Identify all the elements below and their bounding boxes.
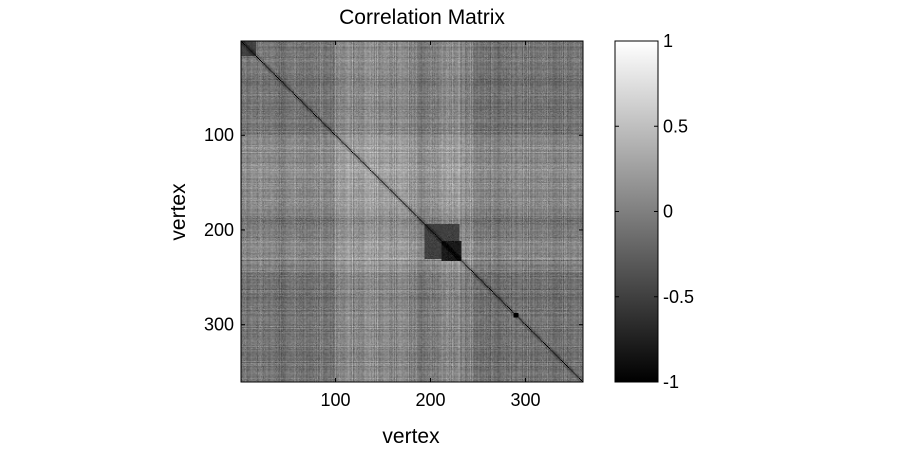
y-tick-label: 300 bbox=[204, 315, 234, 335]
chart-title: Correlation Matrix bbox=[339, 6, 505, 29]
heatmap-plot-area bbox=[240, 40, 584, 383]
colorbar-gradient bbox=[615, 41, 658, 382]
y-axis: 100 200 300 bbox=[204, 125, 583, 335]
y-axis-label: vertex bbox=[167, 183, 190, 241]
x-tick-label: 100 bbox=[321, 390, 351, 410]
colorbar-tick-label: 0 bbox=[663, 202, 673, 222]
colorbar-tick-label: -1 bbox=[663, 372, 679, 392]
x-axis-label: vertex bbox=[382, 425, 440, 448]
colorbar-tick-label: 1 bbox=[663, 31, 673, 51]
colorbar-tick-label: 0.5 bbox=[663, 116, 688, 136]
colorbar-tick-label: -0.5 bbox=[663, 287, 694, 307]
y-tick-label: 100 bbox=[204, 125, 234, 145]
x-tick-label: 300 bbox=[511, 390, 541, 410]
colorbar-ticks: -1 -0.5 0 0.5 1 bbox=[615, 31, 694, 392]
x-axis: 100 200 300 bbox=[321, 41, 541, 410]
colorbar: -1 -0.5 0 0.5 1 bbox=[614, 31, 694, 392]
heatmap-image bbox=[241, 41, 583, 382]
y-tick-label: 200 bbox=[204, 220, 234, 240]
x-tick-label: 200 bbox=[416, 390, 446, 410]
plot-area-frame bbox=[240, 40, 584, 383]
